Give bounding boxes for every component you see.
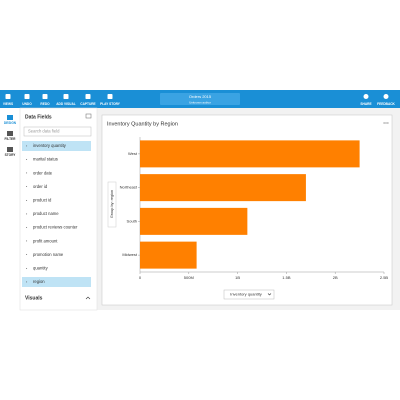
field-item[interactable]: product id: [33, 198, 52, 203]
field-highlight: [22, 277, 91, 287]
field-item[interactable]: profit amount: [33, 238, 58, 243]
rail-button[interactable]: DESIGN: [4, 121, 17, 125]
rail-icon[interactable]: [7, 147, 13, 152]
doc-title[interactable]: Orders 2015: [189, 94, 212, 99]
y-tick-label: South: [127, 218, 137, 223]
bar[interactable]: [140, 207, 248, 235]
toolbar-button[interactable]: PLAY STORY: [100, 102, 121, 106]
field-icon: ▪: [26, 185, 27, 189]
field-item[interactable]: marital status: [33, 157, 58, 162]
rail: [0, 108, 20, 310]
toolbar-button[interactable]: UNDO: [22, 102, 32, 106]
field-item[interactable]: order id: [33, 184, 48, 189]
doc-subtitle: Unknown author: [189, 100, 211, 104]
toolbar-icon[interactable]: [85, 94, 91, 99]
x-tick-label: 1.5B: [282, 275, 291, 280]
field-item[interactable]: product reviews counter: [33, 225, 78, 230]
toolbar-icon[interactable]: [107, 94, 113, 99]
toolbar-icon[interactable]: [383, 94, 389, 99]
toolbar-button[interactable]: CAPTURE: [80, 102, 95, 106]
field-icon: ▪: [26, 171, 27, 175]
toolbar-button[interactable]: SHARE: [360, 102, 371, 106]
rail-button[interactable]: FILTER: [5, 137, 17, 141]
x-axis-label[interactable]: Inventory quantity: [230, 292, 262, 297]
field-icon: ▪: [26, 212, 27, 216]
field-item[interactable]: product name: [33, 211, 59, 216]
visuals-header[interactable]: Visuals: [25, 295, 43, 301]
field-item[interactable]: promotion name: [33, 252, 64, 257]
y-selector[interactable]: [107, 181, 117, 228]
toolbar-icon[interactable]: [63, 94, 69, 99]
field-icon: ▪: [26, 266, 27, 270]
field-highlight: [22, 141, 91, 151]
field-icon: ▪: [26, 226, 27, 230]
bar[interactable]: [140, 174, 306, 202]
toolbar-button[interactable]: FEEDBACK: [377, 102, 395, 106]
field-icon: ▪: [26, 253, 27, 257]
toolbar-icon[interactable]: [363, 94, 369, 99]
chart-title: Inventory Quantity by Region: [107, 121, 178, 127]
toolbar-icon[interactable]: [5, 94, 11, 99]
x-tick-label: 2B: [333, 275, 338, 280]
sidebar-title: Data Fields: [25, 114, 52, 120]
field-icon: ▪: [26, 239, 27, 243]
field-icon: ▪: [26, 158, 27, 162]
toolbar-button[interactable]: ADD VISUAL: [56, 102, 76, 106]
y-tick-label: Midwest: [122, 252, 138, 257]
rail-button[interactable]: STORY: [5, 153, 17, 157]
field-item[interactable]: quantity: [33, 266, 49, 271]
bar[interactable]: [140, 140, 360, 168]
search-box[interactable]: [23, 126, 92, 137]
title-box: [160, 93, 240, 105]
menu-dots[interactable]: …: [383, 120, 389, 126]
x-tick-label: 1B: [235, 275, 240, 280]
x-tick-label: 2.5B: [380, 275, 389, 280]
x-tick-label: 0: [139, 275, 142, 280]
toolbar-button[interactable]: REDO: [40, 102, 50, 106]
x-tick-label: 500M: [184, 275, 194, 280]
y-axis-label[interactable]: Group by: region: [110, 190, 114, 218]
search-placeholder: Search data field: [28, 129, 60, 134]
collapse-icon[interactable]: [85, 113, 92, 119]
field-icon: ▪: [26, 198, 27, 202]
toolbar-icon[interactable]: [42, 94, 48, 99]
rail-icon[interactable]: [7, 115, 13, 120]
chevron[interactable]: [85, 296, 91, 300]
field-item[interactable]: region: [33, 279, 45, 284]
chevron[interactable]: [267, 293, 272, 296]
field-icon: ▪: [26, 144, 27, 148]
toolbar-icon[interactable]: [24, 94, 30, 99]
y-tick-label: West: [128, 151, 138, 156]
y-tick-label: Northeast: [120, 185, 138, 190]
field-item[interactable]: inventory quantity: [33, 143, 67, 148]
field-item[interactable]: order date: [33, 170, 53, 175]
rail-icon[interactable]: [7, 131, 13, 136]
field-icon: ▪: [26, 280, 27, 284]
x-selector[interactable]: [223, 289, 275, 300]
toolbar-button[interactable]: VIEWS: [3, 102, 13, 106]
bar[interactable]: [140, 241, 197, 269]
